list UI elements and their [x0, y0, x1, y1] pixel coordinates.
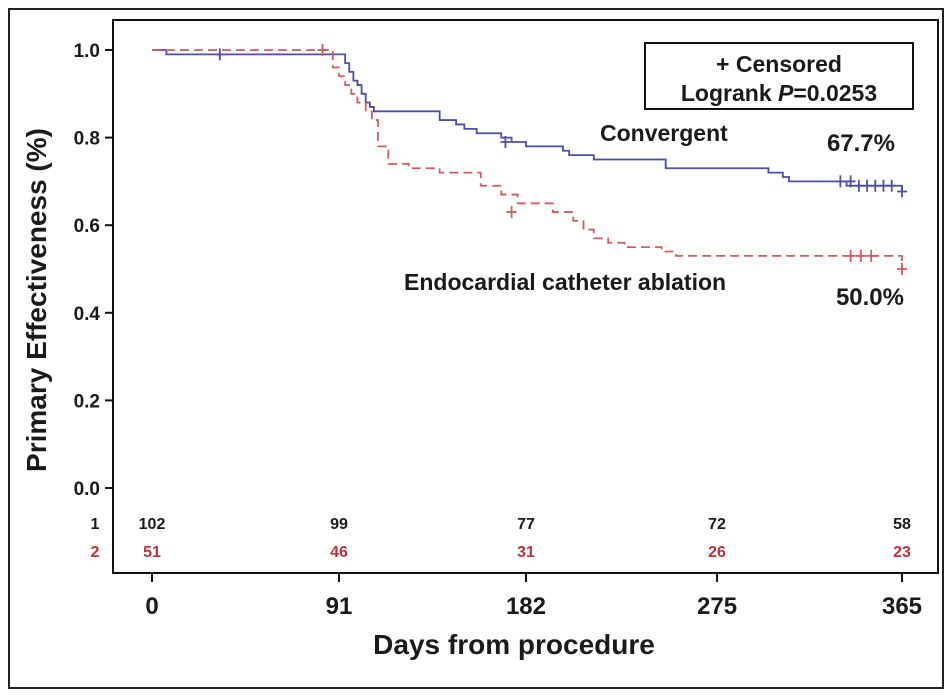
at-risk-row-label: 2 — [91, 544, 100, 561]
series-label-convergent: Convergent — [600, 120, 728, 146]
censor-mark — [855, 249, 866, 262]
censor-mark — [897, 185, 907, 198]
censor-mark — [886, 179, 897, 192]
y-axis-title: Primary Effectiveness (%) — [21, 128, 52, 472]
end-label-convergent: 67.7% — [827, 130, 895, 157]
series-line-0 — [152, 49, 903, 192]
x-tick-label: 182 — [506, 593, 546, 620]
legend-logrank-label: Logrank P=0.0253 — [681, 80, 877, 106]
censor-mark — [214, 48, 225, 61]
censor-mark — [500, 135, 511, 148]
legend: + Censored Logrank P=0.0253 — [644, 42, 914, 110]
end-label-endocardial: 50.0% — [836, 284, 904, 311]
at-risk-value: 51 — [143, 544, 161, 561]
at-risk-value: 102 — [139, 516, 166, 533]
y-tick-label: 1.0 — [74, 41, 100, 62]
at-risk-table: 1 102 99 77 72 58 2 51 46 31 26 23 — [91, 516, 911, 561]
x-axis-title: Days from procedure — [373, 629, 655, 660]
at-risk-value: 26 — [708, 544, 726, 561]
at-risk-row-label: 1 — [91, 516, 100, 533]
y-tick-label: 0.6 — [74, 216, 100, 237]
x-tick-label: 365 — [882, 593, 922, 620]
at-risk-value: 31 — [517, 544, 535, 561]
at-risk-value: 99 — [330, 516, 348, 533]
series-layer — [152, 44, 907, 275]
at-risk-value: 72 — [708, 516, 726, 533]
censor-mark — [835, 175, 846, 188]
legend-box — [644, 42, 914, 110]
censor-mark — [845, 249, 856, 262]
x-axis: 0 91 182 275 365 — [145, 573, 922, 620]
at-risk-value: 58 — [893, 516, 911, 533]
x-tick-label: 91 — [326, 593, 353, 620]
y-tick-label: 0.0 — [74, 479, 100, 500]
series-line-1 — [152, 49, 903, 269]
censor-mark — [866, 249, 877, 262]
x-tick-label: 275 — [697, 593, 737, 620]
at-risk-value: 77 — [517, 516, 535, 533]
censor-mark — [317, 44, 328, 56]
y-axis: 0.0 0.2 0.4 0.6 0.8 1.0 — [74, 41, 113, 500]
censor-mark — [845, 175, 856, 188]
y-tick-label: 0.8 — [74, 129, 100, 150]
series-label-endocardial: Endocardial catheter ablation — [404, 269, 726, 295]
at-risk-value: 46 — [330, 544, 348, 561]
censor-mark — [897, 263, 907, 275]
at-risk-value: 23 — [893, 544, 911, 561]
outer-frame — [8, 8, 944, 689]
x-tick-label: 0 — [145, 593, 158, 620]
censor-mark — [506, 206, 517, 219]
legend-censored-label: + Censored — [716, 51, 842, 77]
y-tick-label: 0.4 — [74, 304, 101, 325]
y-tick-label: 0.2 — [74, 391, 100, 412]
